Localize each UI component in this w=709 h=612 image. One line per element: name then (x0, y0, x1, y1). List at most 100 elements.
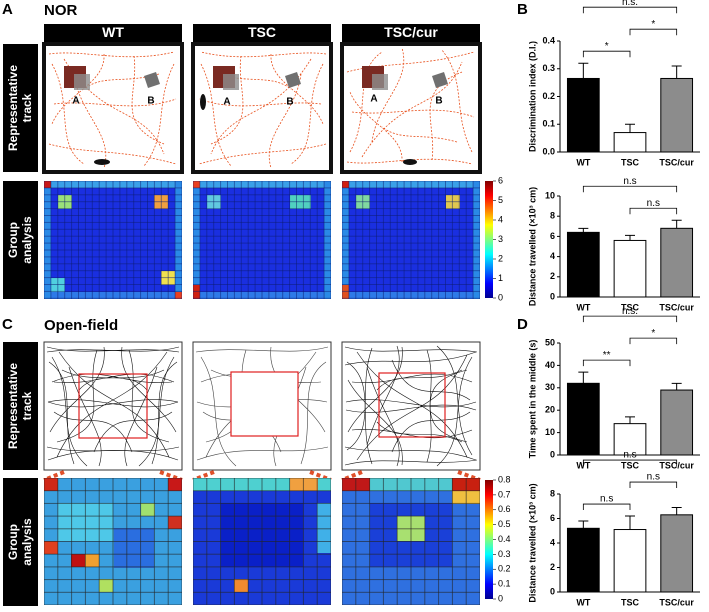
significance-label: * (605, 41, 609, 52)
object-label: A (370, 94, 377, 105)
track (192, 341, 332, 471)
colorbar-tick-label: 0.5 (498, 519, 511, 529)
error-bar (671, 506, 682, 515)
row-label: track (20, 93, 34, 122)
of-heatmaps (44, 478, 493, 605)
colorbar-tick-label: 0 (498, 593, 503, 603)
row-label: Representative (6, 65, 20, 151)
row-label: analysis (20, 518, 34, 566)
row-label: track (20, 391, 34, 420)
error-bar (671, 219, 682, 229)
x-tick-label: TSC/cur (659, 597, 694, 607)
heatmap-image (44, 181, 182, 299)
heatmap-image (342, 181, 480, 299)
y-axis-label: Discrimination index (D.I.) (527, 41, 537, 152)
significance-label: * (651, 19, 655, 30)
y-axis-label: Time spent in the middle (s) (527, 340, 537, 459)
x-tick-label: TSC/cur (659, 302, 694, 312)
panel-title: NOR (44, 2, 78, 19)
of-tracks (43, 341, 481, 482)
significance-bracket (582, 6, 678, 14)
object-label: A (72, 96, 79, 107)
colorbar-tick-label: 0.2 (498, 564, 511, 574)
colorbar (485, 480, 493, 599)
row-label-box (3, 44, 38, 172)
error-bar (578, 371, 589, 384)
y-tick-label: 0.1 (542, 119, 555, 129)
y-tick-label: 0.3 (542, 63, 555, 73)
significance-bracket (582, 359, 631, 367)
object-label: B (147, 96, 154, 107)
y-tick-label: 0.4 (542, 35, 555, 45)
track (43, 341, 183, 471)
y-tick-label: 4 (550, 251, 555, 261)
heatmap-image (193, 478, 331, 605)
significance-label: n.s (647, 472, 660, 483)
y-tick-label: 6 (550, 513, 555, 523)
y-tick-label: 8 (550, 211, 555, 221)
y-tick-label: 20 (545, 405, 555, 415)
y-tick-label: 10 (545, 427, 555, 437)
error-bar (625, 416, 635, 424)
panel-title: Open-field (44, 317, 118, 334)
panel-label: C (2, 316, 13, 333)
colorbar-tick-label: 0.3 (498, 549, 511, 559)
x-tick-label: TSC (621, 302, 640, 312)
group-header: WT (102, 24, 124, 40)
bar (613, 529, 647, 593)
y-tick-label: 30 (545, 382, 555, 392)
header-bar (44, 24, 182, 42)
bar (566, 231, 600, 298)
row-label-box (3, 342, 38, 470)
significance-bracket (629, 207, 678, 215)
object-label: B (286, 97, 293, 108)
significance-bracket (582, 50, 631, 58)
row-label-box (3, 478, 38, 606)
y-tick-label: 8 (550, 488, 555, 498)
nor-tracks: A B A B A B (42, 42, 482, 174)
row-label: Group (6, 524, 20, 560)
y-tick-label: 50 (545, 337, 555, 347)
row-label: Representative (6, 363, 20, 449)
x-tick-label: TSC (621, 460, 640, 470)
y-tick-label: 0.2 (542, 91, 555, 101)
group-header: TSC (248, 24, 276, 40)
error-bar (625, 515, 635, 530)
colorbar-tick-label: 0.7 (498, 489, 511, 499)
x-tick-label: WT (576, 157, 590, 167)
significance-label: n.s (647, 198, 660, 209)
header-bar (342, 24, 480, 42)
heatmap-image (193, 181, 331, 299)
object-label: A (223, 97, 230, 108)
error-bar (671, 65, 682, 79)
significance-bracket (629, 481, 678, 489)
colorbar-tick-label: 6 (498, 175, 503, 185)
header-bar (193, 24, 331, 42)
track: A B (340, 42, 482, 174)
y-tick-label: 40 (545, 360, 555, 370)
y-tick-label: 4 (550, 537, 555, 547)
significance-label: n.s (623, 176, 636, 187)
x-tick-label: TSC (621, 157, 640, 167)
colorbar-tick-label: 1 (498, 273, 503, 283)
panel-label: B (517, 1, 528, 18)
bar (660, 227, 694, 298)
x-tick-label: TSC (621, 597, 640, 607)
y-tick-label: 0 (550, 449, 555, 459)
object-label: B (435, 96, 442, 107)
colorbar (485, 181, 493, 298)
bar (660, 514, 694, 593)
x-tick-label: WT (576, 597, 590, 607)
nor-heatmaps (44, 181, 493, 299)
row-label-box (3, 181, 38, 299)
heatmap-image (44, 478, 182, 605)
colorbar-tick-label: 0.4 (498, 534, 511, 544)
significance-label: n.s. (622, 0, 638, 8)
bar (566, 527, 600, 593)
significance-label: n.s (623, 450, 636, 461)
colorbar-tick-label: 0 (498, 292, 503, 302)
y-axis-label: Distance travelled (×10³ cm) (527, 187, 537, 306)
error-bar (671, 382, 682, 391)
y-tick-label: 2 (550, 271, 555, 281)
colorbar-tick-label: 4 (498, 214, 503, 224)
